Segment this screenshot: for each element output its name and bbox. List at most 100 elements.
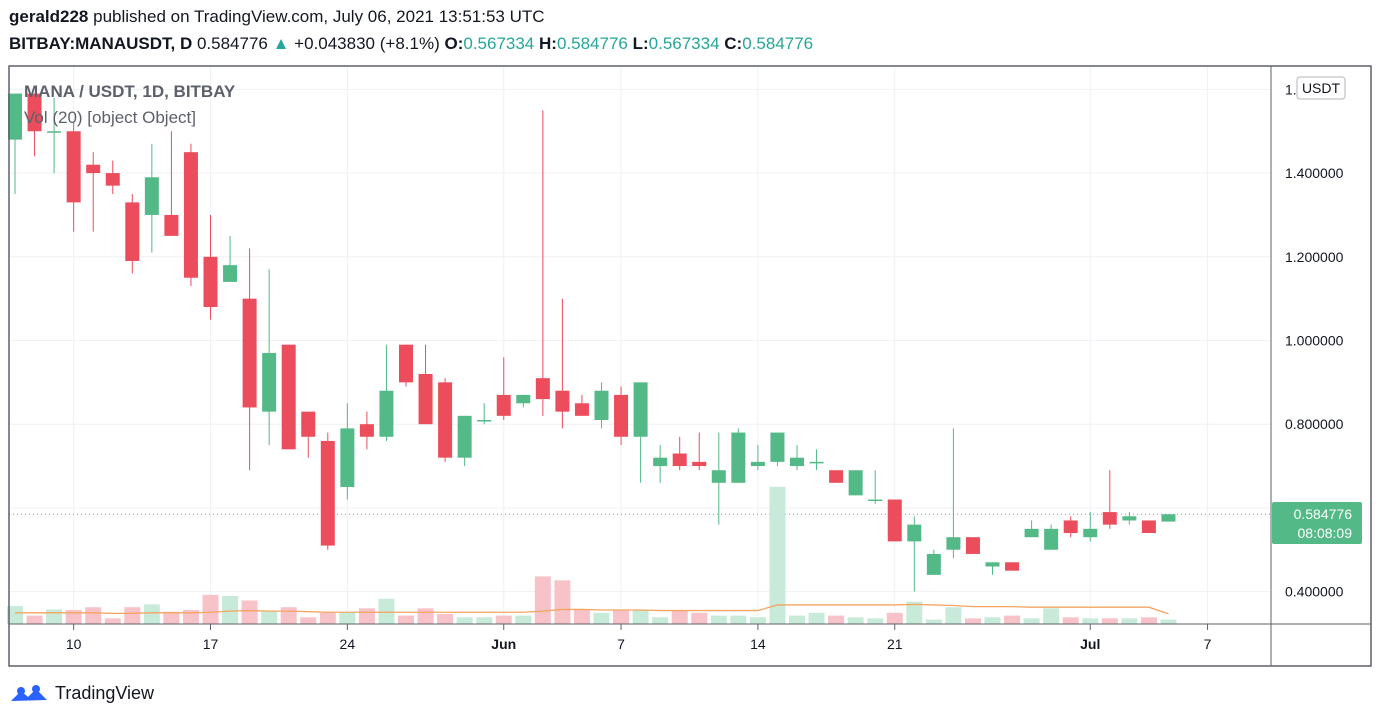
- volume-bar: [1140, 617, 1157, 624]
- candle: [574, 394, 589, 416]
- volume-layer: [7, 486, 1177, 624]
- candle: [1102, 470, 1117, 529]
- candle-body: [907, 524, 922, 542]
- candle: [242, 248, 257, 471]
- volume-bar: [847, 617, 864, 624]
- volume-bar: [789, 615, 805, 624]
- volume-bar: [280, 607, 297, 624]
- candle: [692, 432, 707, 471]
- volume-bar: [886, 612, 903, 624]
- volume-bar: [1004, 615, 1021, 624]
- candle: [86, 152, 101, 232]
- price-tick-label: 0.400000: [1285, 584, 1344, 600]
- close-label: C:: [724, 34, 743, 53]
- candle-body: [47, 131, 62, 133]
- candle: [731, 428, 746, 483]
- grid-layer: [9, 66, 1271, 624]
- time-tick-label: 21: [887, 636, 903, 652]
- volume-bar: [613, 610, 630, 624]
- price-tick-label: 1.200000: [1285, 249, 1344, 265]
- price-tick-label: 0.800000: [1285, 416, 1344, 432]
- volume-bar: [85, 607, 102, 624]
- candle: [125, 194, 140, 274]
- candle: [379, 344, 394, 441]
- volume-bar: [358, 608, 375, 624]
- volume-legend: Vol (20) [object Object]: [24, 108, 196, 127]
- candle: [47, 97, 62, 174]
- time-tick-label: 24: [340, 636, 356, 652]
- candle-body: [672, 453, 687, 467]
- volume-bar: [964, 618, 981, 624]
- volume-bar: [437, 613, 454, 624]
- candle: [1024, 520, 1039, 538]
- candle-body: [750, 461, 765, 467]
- volume-bar: [828, 615, 845, 624]
- candle-body: [770, 432, 785, 462]
- volume-bar: [1160, 619, 1177, 624]
- volume-bar: [906, 601, 923, 624]
- candle-body: [86, 164, 101, 174]
- candle: [1083, 512, 1098, 542]
- author-name[interactable]: gerald228: [9, 7, 89, 26]
- candle-body: [887, 499, 902, 542]
- candle: [535, 110, 550, 416]
- candle: [946, 428, 961, 559]
- currency-badge[interactable]: USDT: [1296, 76, 1346, 100]
- low-value: 0.567334: [648, 34, 720, 53]
- last-price-marker: 0.584776 08:08:09: [1272, 502, 1362, 544]
- candle: [477, 403, 492, 425]
- axis-layer: 0.4000000.6000000.8000001.0000001.200000…: [66, 81, 1344, 652]
- candle-body: [223, 265, 238, 282]
- volume-bar: [7, 606, 23, 624]
- volume-bar: [143, 604, 160, 624]
- volume-bar: [241, 600, 258, 624]
- candle-body: [301, 411, 316, 437]
- volume-bar: [749, 617, 766, 624]
- volume-bar: [417, 608, 434, 624]
- volume-bar: [593, 612, 610, 624]
- candle: [907, 516, 922, 592]
- countdown-label: 08:08:09: [1298, 525, 1353, 541]
- volume-bar: [261, 611, 278, 624]
- volume-bar: [808, 612, 825, 624]
- candle: [144, 143, 159, 253]
- candle: [633, 382, 648, 483]
- candle-body: [1044, 528, 1059, 550]
- time-tick-label: 10: [66, 636, 82, 652]
- volume-bar: [534, 576, 551, 624]
- candle-body: [614, 394, 629, 437]
- volume-bar: [339, 612, 356, 624]
- candle: [399, 344, 413, 387]
- volume-bar: [984, 617, 1001, 624]
- last-price-label: 0.584776: [1294, 506, 1353, 522]
- candle: [340, 403, 355, 500]
- candle-body: [535, 378, 550, 400]
- candle: [848, 470, 863, 496]
- symbol-info-bar: BITBAY:MANAUSDT, D 0.584776 ▲ +0.043830 …: [9, 34, 813, 54]
- candle-body: [848, 470, 863, 496]
- candle-body: [1005, 562, 1020, 571]
- high-value: 0.584776: [556, 34, 628, 53]
- candle-body: [183, 152, 198, 278]
- volume-bar: [46, 609, 63, 624]
- candle: [711, 432, 726, 525]
- brand-footer[interactable]: TradingView: [9, 683, 154, 704]
- candle-body: [574, 403, 589, 416]
- volume-bar: [945, 607, 962, 624]
- candle-body: [105, 173, 120, 186]
- volume-bar: [1023, 618, 1040, 624]
- candle: [868, 470, 883, 504]
- candle: [418, 344, 433, 425]
- candle-body: [946, 537, 961, 550]
- volume-bar: [163, 611, 180, 624]
- volume-bar: [769, 486, 786, 624]
- candle-body: [399, 344, 413, 383]
- time-tick-label: 14: [750, 636, 766, 652]
- time-tick-label: 17: [203, 636, 219, 652]
- chart-area[interactable]: 0.4000000.6000000.8000001.0000001.200000…: [0, 0, 1381, 680]
- candle-body: [809, 461, 824, 464]
- candle: [653, 445, 668, 483]
- published-text: published on TradingView.com, July 06, 2…: [93, 7, 545, 26]
- candle-body: [1063, 520, 1078, 534]
- volume-bar: [495, 615, 512, 624]
